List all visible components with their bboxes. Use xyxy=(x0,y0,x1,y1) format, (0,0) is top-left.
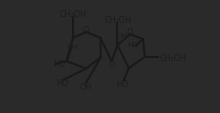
Text: CH₂OH: CH₂OH xyxy=(59,10,86,19)
Text: OH: OH xyxy=(116,33,128,39)
Text: O: O xyxy=(108,60,115,69)
Text: CH₂OH: CH₂OH xyxy=(159,53,186,62)
Text: OH: OH xyxy=(66,43,77,49)
Text: HO: HO xyxy=(57,78,69,87)
Text: O: O xyxy=(127,28,133,37)
Text: CH₂OH: CH₂OH xyxy=(104,16,132,25)
Text: HO: HO xyxy=(116,80,129,89)
Text: HO: HO xyxy=(54,60,66,69)
Text: HO: HO xyxy=(127,42,138,48)
Text: O: O xyxy=(83,26,89,34)
Text: OH: OH xyxy=(80,82,92,91)
